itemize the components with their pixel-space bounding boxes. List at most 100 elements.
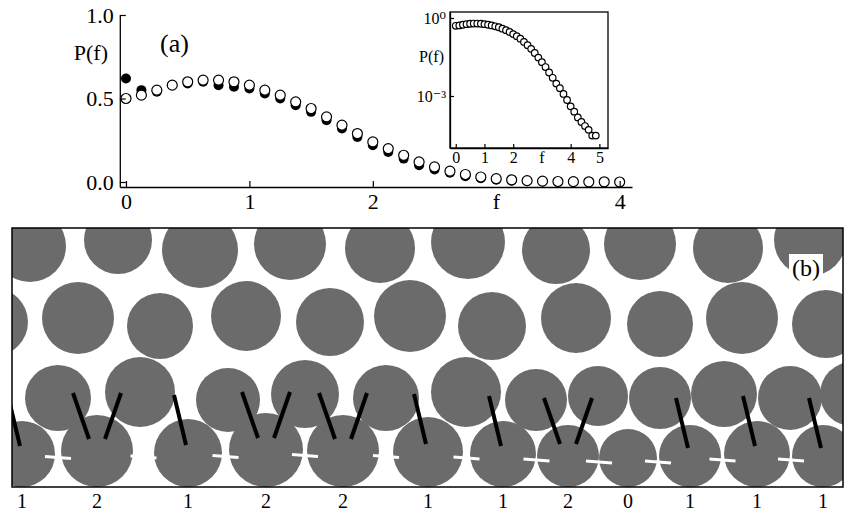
tick-label: 4	[567, 149, 575, 166]
point	[522, 176, 532, 186]
floor-contact	[213, 456, 239, 458]
disk	[431, 357, 501, 427]
point	[553, 176, 563, 186]
disk	[458, 292, 526, 360]
point	[275, 90, 285, 100]
disk	[604, 228, 676, 280]
inset-chart: 0124510⁻³10⁰fP(f)	[417, 10, 609, 167]
disk	[522, 228, 590, 284]
tick: 5	[596, 144, 604, 166]
point	[522, 176, 532, 186]
point	[229, 77, 239, 87]
count-label: 1	[685, 490, 695, 512]
bottom-disk	[599, 429, 657, 487]
panel-b: (b)121221120111	[0, 204, 853, 512]
tick-mark	[450, 18, 454, 19]
axis: 0124	[120, 181, 632, 214]
point	[167, 80, 177, 90]
axis-line	[451, 148, 609, 149]
label-patch	[789, 254, 823, 282]
point	[491, 174, 501, 184]
point	[214, 75, 224, 85]
count-label: 1	[183, 490, 193, 512]
panel-title: (a)	[160, 29, 189, 58]
contact-line	[351, 393, 367, 439]
count-label: 1	[752, 490, 762, 512]
tick: 2	[510, 144, 518, 166]
series	[452, 20, 599, 139]
bottom-disk	[537, 425, 599, 487]
tick-label: 5	[596, 149, 604, 166]
floor-contact	[373, 456, 399, 458]
contacts	[73, 393, 121, 439]
contacts	[414, 394, 426, 444]
count-label: 2	[563, 490, 573, 512]
tick-label: 0.0	[86, 170, 114, 195]
figure: 01240.00.51.0(a)fP(f)0124510⁻³10⁰fP(f)(b…	[0, 0, 853, 520]
point	[352, 129, 362, 139]
tick-label: 2	[510, 149, 518, 166]
tick-mark	[120, 98, 126, 99]
count-label: 1	[17, 490, 27, 512]
point	[291, 97, 301, 107]
bottom-disk	[229, 413, 303, 487]
point	[592, 132, 599, 139]
point	[507, 175, 517, 185]
floor-contact	[778, 459, 804, 461]
contact-line	[242, 392, 258, 438]
point	[306, 104, 316, 114]
disk	[820, 362, 843, 426]
tick-mark	[599, 144, 600, 148]
bottom-disk	[393, 417, 463, 487]
floor-contact	[710, 459, 736, 461]
point	[538, 176, 548, 186]
count-label: 1	[423, 490, 433, 512]
disk	[84, 228, 152, 274]
tick: 10⁰	[424, 10, 454, 27]
point	[615, 177, 625, 187]
contact-line	[676, 398, 688, 448]
disk	[345, 228, 415, 283]
disk	[296, 288, 364, 356]
tick-mark	[571, 144, 572, 148]
contacts	[544, 398, 592, 444]
points	[452, 20, 599, 139]
point	[568, 177, 578, 187]
point	[615, 177, 625, 187]
contact-line	[489, 396, 501, 446]
disk	[792, 290, 843, 358]
tick: 1.0	[86, 3, 126, 28]
tick-mark	[450, 96, 454, 97]
main-chart: 01240.00.51.0(a)fP(f)	[74, 3, 633, 214]
contacts	[12, 396, 20, 446]
disk	[127, 293, 193, 359]
contacts	[676, 398, 688, 448]
point	[553, 177, 563, 187]
tick: 4	[567, 144, 575, 166]
point	[368, 137, 378, 147]
floor-contact	[292, 455, 318, 457]
tick-label: 1	[481, 149, 489, 166]
tick: 0.5	[86, 86, 126, 111]
contact-line	[12, 396, 20, 446]
disk	[627, 291, 693, 357]
point	[430, 162, 440, 172]
floor-contact	[45, 457, 71, 459]
disk	[12, 288, 28, 356]
tick: 1	[481, 144, 489, 166]
point	[599, 177, 609, 187]
tick-mark	[484, 144, 485, 148]
disk	[693, 228, 763, 283]
tick: 1	[244, 181, 255, 214]
disk	[162, 228, 238, 288]
point	[244, 80, 254, 90]
y-axis-title: P(f)	[74, 40, 108, 65]
point	[460, 169, 470, 179]
tick-mark	[456, 144, 457, 148]
floor-contact	[131, 456, 157, 458]
floor-contact	[454, 457, 480, 459]
contact-line	[809, 398, 821, 448]
panel-border	[12, 228, 843, 487]
point	[568, 177, 578, 187]
tick-label: 0.5	[86, 86, 114, 111]
